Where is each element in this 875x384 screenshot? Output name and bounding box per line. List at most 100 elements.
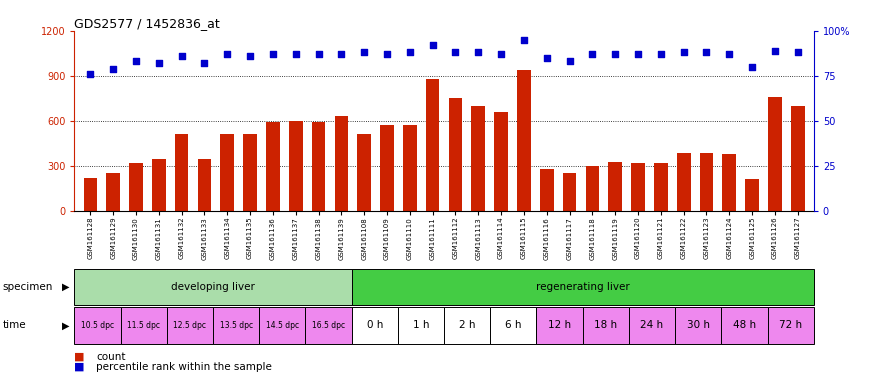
Bar — [444, 307, 490, 344]
Bar — [266, 122, 280, 211]
Bar — [357, 134, 371, 211]
Bar — [352, 269, 814, 305]
Point — [768, 48, 782, 54]
Text: 18 h: 18 h — [594, 320, 618, 331]
Bar — [74, 307, 121, 344]
Text: 12 h: 12 h — [548, 320, 571, 331]
Text: 12.5 dpc: 12.5 dpc — [173, 321, 206, 330]
Bar — [721, 307, 767, 344]
Point — [563, 58, 577, 65]
Point — [608, 51, 622, 57]
Bar — [654, 163, 668, 211]
Bar — [403, 126, 416, 211]
Text: 48 h: 48 h — [733, 320, 756, 331]
Bar — [536, 307, 583, 344]
Bar — [398, 307, 444, 344]
Point — [699, 49, 713, 55]
Bar — [585, 166, 599, 211]
Bar — [583, 307, 629, 344]
Bar — [677, 152, 690, 211]
Point — [198, 60, 212, 66]
Point — [83, 71, 97, 77]
Bar — [490, 307, 536, 344]
Point — [631, 51, 645, 57]
Bar — [259, 307, 305, 344]
Text: 13.5 dpc: 13.5 dpc — [220, 321, 253, 330]
Bar — [768, 97, 781, 211]
Bar — [746, 179, 759, 211]
Text: 30 h: 30 h — [687, 320, 710, 331]
Bar — [74, 269, 352, 305]
Point — [449, 49, 463, 55]
Point — [402, 49, 416, 55]
Text: percentile rank within the sample: percentile rank within the sample — [96, 362, 272, 372]
Bar — [334, 116, 348, 211]
Text: specimen: specimen — [3, 282, 53, 292]
Bar — [198, 159, 211, 211]
Bar — [494, 112, 508, 211]
Point — [106, 66, 120, 72]
Text: count: count — [96, 352, 126, 362]
Point — [266, 51, 280, 57]
Bar — [289, 121, 303, 211]
Text: ▶: ▶ — [61, 282, 69, 292]
Text: 1 h: 1 h — [413, 320, 430, 331]
Bar — [540, 169, 554, 211]
Point — [312, 51, 326, 57]
Point — [425, 42, 439, 48]
Bar — [130, 163, 143, 211]
Point — [334, 51, 348, 57]
Bar — [213, 307, 259, 344]
Point — [723, 51, 737, 57]
Point — [380, 51, 394, 57]
Point — [654, 51, 668, 57]
Point — [472, 49, 486, 55]
Text: ■: ■ — [74, 362, 88, 372]
Point — [151, 60, 165, 66]
Bar — [312, 122, 326, 211]
Point — [175, 53, 189, 59]
Bar — [380, 126, 394, 211]
Bar — [220, 134, 234, 211]
Text: 24 h: 24 h — [640, 320, 663, 331]
Bar — [723, 154, 736, 211]
Bar — [563, 173, 577, 211]
Text: ▶: ▶ — [61, 320, 69, 331]
Bar — [449, 98, 462, 211]
Point — [746, 64, 760, 70]
Bar — [83, 178, 97, 211]
Point — [540, 55, 554, 61]
Text: 6 h: 6 h — [505, 320, 522, 331]
Bar — [631, 163, 645, 211]
Point — [494, 51, 508, 57]
Bar — [167, 307, 213, 344]
Bar — [121, 307, 167, 344]
Bar — [152, 159, 165, 211]
Text: GDS2577 / 1452836_at: GDS2577 / 1452836_at — [74, 17, 220, 30]
Point — [357, 49, 371, 55]
Text: regenerating liver: regenerating liver — [536, 282, 630, 292]
Bar — [175, 134, 188, 211]
Bar — [472, 106, 485, 211]
Point — [243, 53, 257, 59]
Bar — [608, 162, 622, 211]
Text: 16.5 dpc: 16.5 dpc — [312, 321, 345, 330]
Bar — [676, 307, 721, 344]
Text: developing liver: developing liver — [172, 282, 255, 292]
Bar — [700, 152, 713, 211]
Bar — [243, 134, 257, 211]
Bar — [791, 106, 805, 211]
Text: time: time — [3, 320, 26, 331]
Bar — [517, 70, 531, 211]
Point — [585, 51, 599, 57]
Text: 72 h: 72 h — [779, 320, 802, 331]
Text: 14.5 dpc: 14.5 dpc — [266, 321, 299, 330]
Bar — [352, 307, 398, 344]
Bar — [107, 173, 120, 211]
Point — [517, 37, 531, 43]
Point — [220, 51, 234, 57]
Text: 11.5 dpc: 11.5 dpc — [127, 321, 160, 330]
Point — [791, 49, 805, 55]
Text: 0 h: 0 h — [367, 320, 383, 331]
Bar — [629, 307, 676, 344]
